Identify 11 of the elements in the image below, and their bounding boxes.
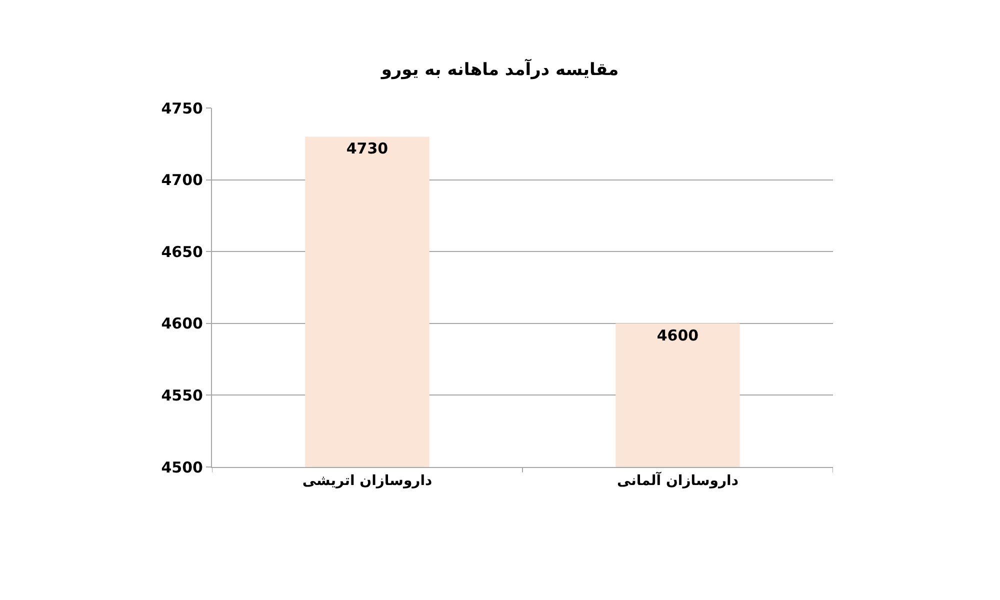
data-label: 4730 [346,140,388,158]
y-tick-label: 4500 [161,458,203,476]
x-tick-label: داروسازان اتریشی [302,472,432,489]
x-tick-label: داروسازان آلمانی [616,470,739,489]
chart-title: مقایسه درآمد ماهانه به یورو [380,58,619,80]
y-tick-label: 4600 [161,314,203,333]
y-tick-label: 4700 [161,171,203,190]
y-tick-label: 4550 [161,386,203,404]
data-label: 4600 [656,326,699,344]
y-tick-label: 4650 [161,242,203,261]
y-tick-label: 4750 [161,99,203,118]
